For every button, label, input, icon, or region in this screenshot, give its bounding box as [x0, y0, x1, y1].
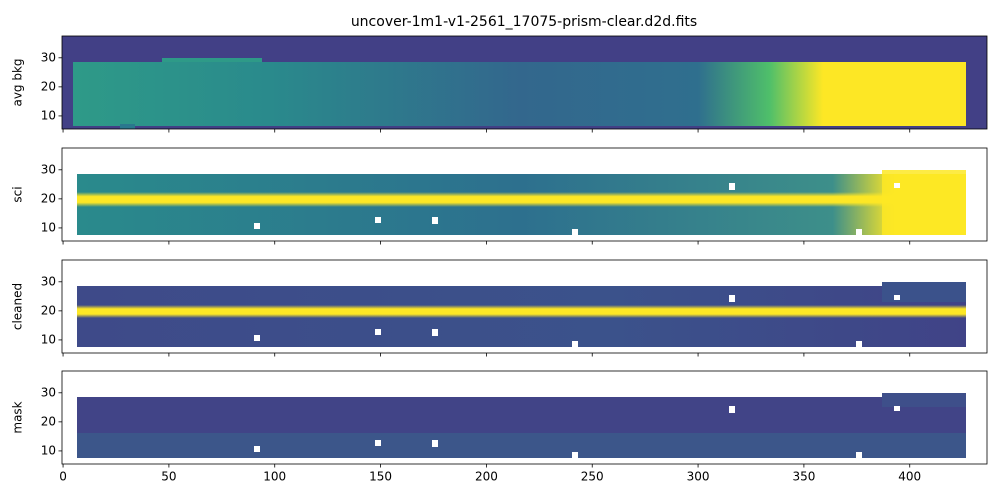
axes-frame [61, 370, 988, 465]
y-tick-label: 10 [41, 108, 56, 122]
x-tick-label: 250 [581, 470, 604, 484]
axes-frame [61, 147, 988, 242]
y-axis-label: sci [11, 186, 25, 202]
axes-frame [61, 35, 988, 130]
x-tick-label: 0 [59, 470, 67, 484]
y-tick-label: 30 [41, 274, 56, 288]
y-axis-label: cleaned [11, 283, 25, 330]
x-tick-label: 300 [687, 470, 710, 484]
x-tick-label: 50 [161, 470, 176, 484]
y-axis-label: avg bkg [11, 58, 25, 106]
y-tick-label: 30 [41, 162, 56, 176]
y-tick-label: 20 [41, 79, 56, 93]
image-cleaned [77, 282, 966, 347]
x-tick-label: 100 [263, 470, 286, 484]
image-sci [77, 170, 966, 235]
y-tick-label: 20 [41, 303, 56, 317]
y-tick-label: 10 [41, 220, 56, 234]
y-tick-label: 30 [41, 385, 56, 399]
y-tick-label: 20 [41, 414, 56, 428]
figure-title: uncover-1m1-v1-2561_17075-prism-clear.d2… [351, 14, 697, 30]
y-tick-label: 20 [41, 191, 56, 205]
x-tick-label: 150 [369, 470, 392, 484]
axes-frame [61, 259, 988, 354]
y-axis-label: mask [11, 401, 25, 433]
x-tick-label: 200 [475, 470, 498, 484]
y-tick-label: 30 [41, 50, 56, 64]
image-avg-bkg [62, 36, 987, 129]
y-tick-label: 10 [41, 443, 56, 457]
y-tick-label: 10 [41, 332, 56, 346]
x-tick-label: 350 [792, 470, 815, 484]
x-tick-label: 400 [898, 470, 921, 484]
image-mask [77, 393, 966, 458]
